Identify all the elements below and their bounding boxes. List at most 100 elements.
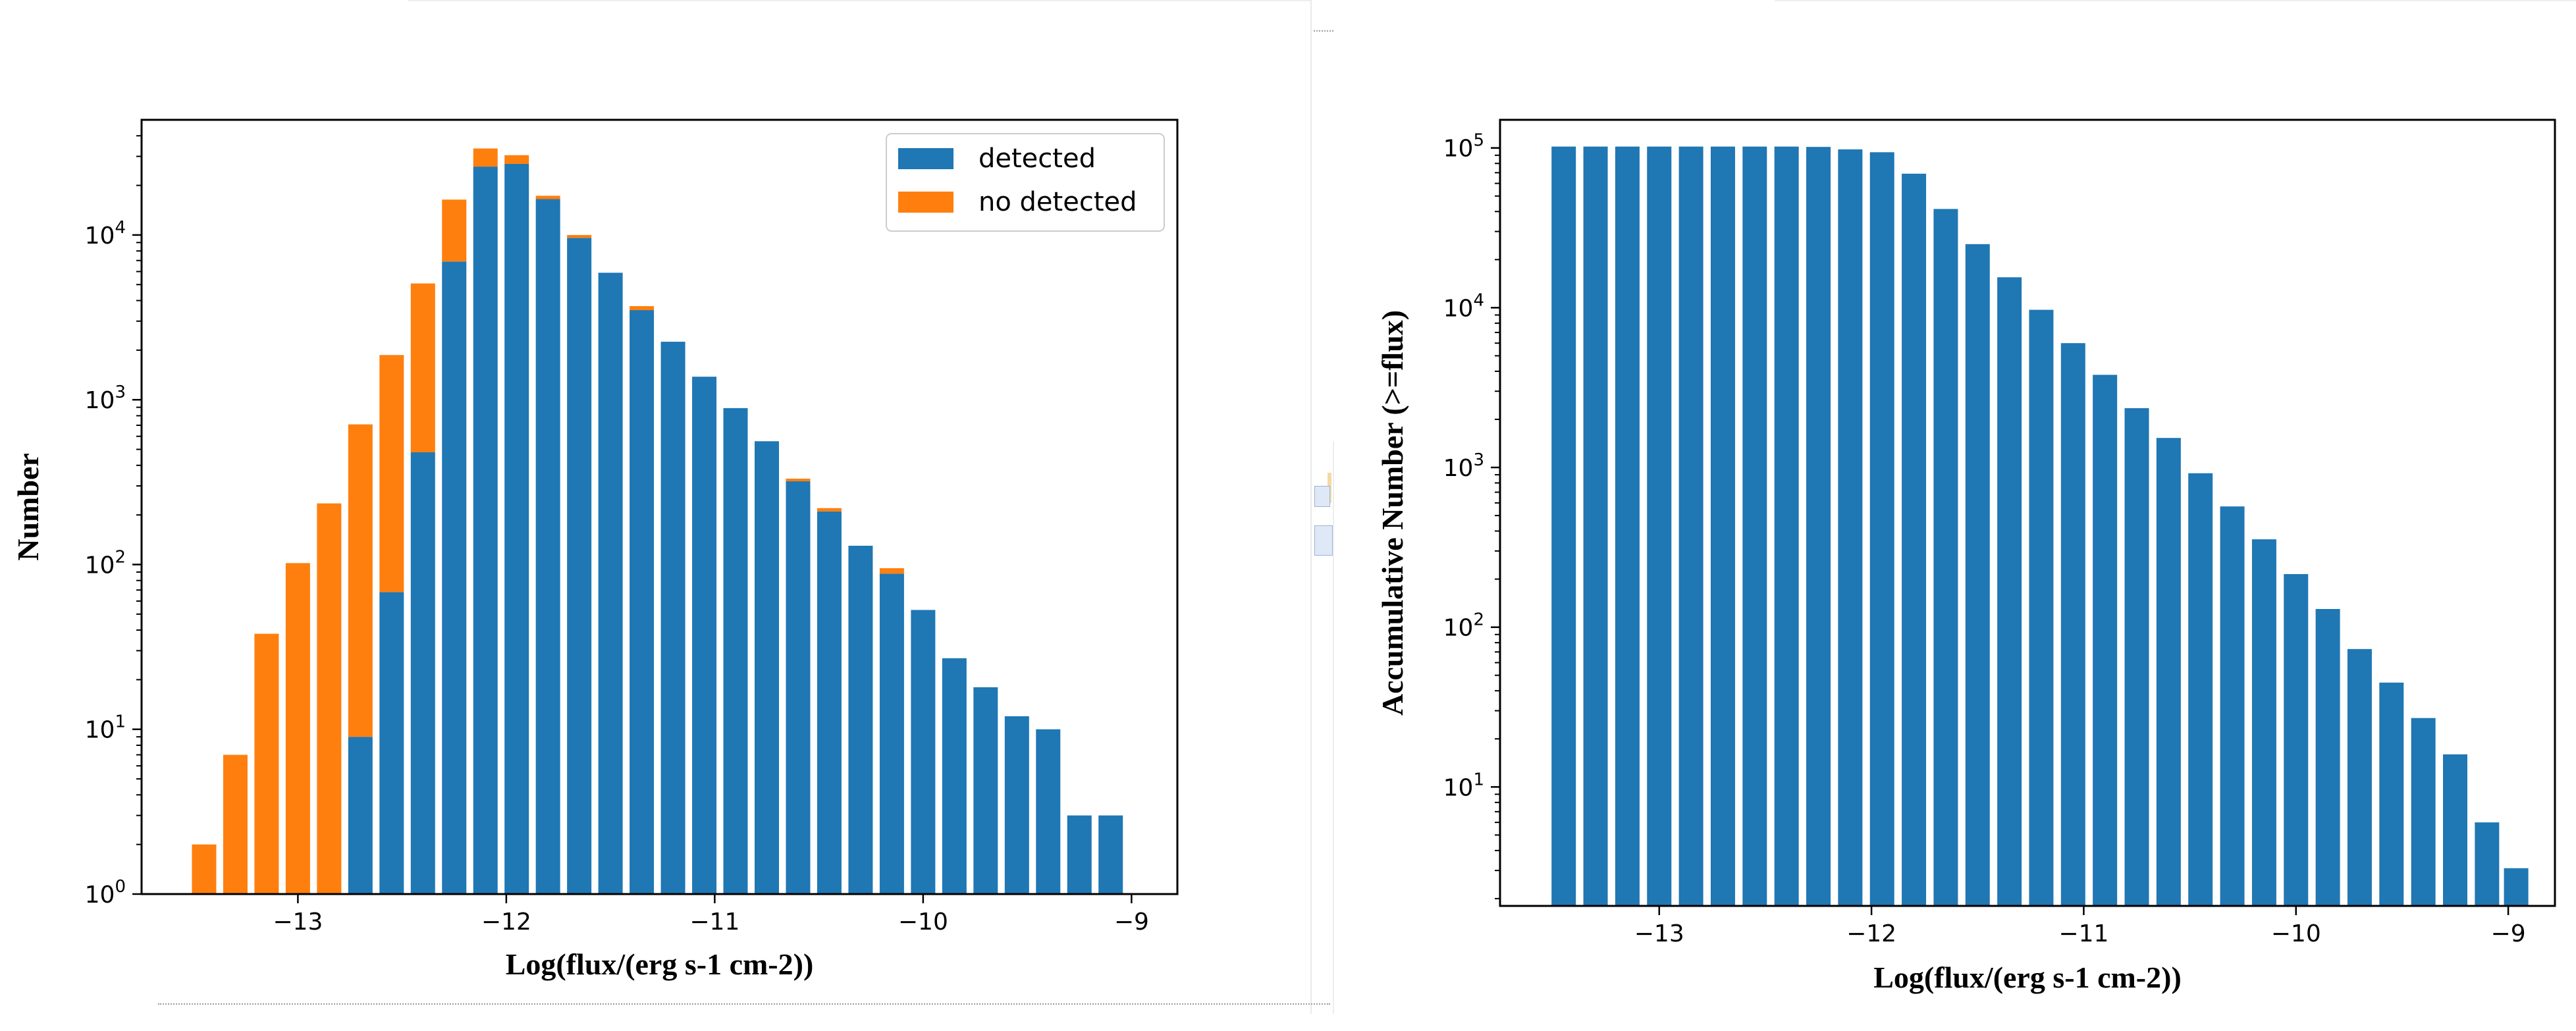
- window-edge-top-left: [408, 0, 1310, 1]
- chart-2-frame: [1499, 119, 2556, 907]
- bar-detected-28: [1067, 815, 1092, 894]
- x-tick-label: −9: [1114, 909, 1149, 936]
- y-tick-label: 102: [1443, 610, 1484, 642]
- bar-detected-12: [567, 238, 592, 894]
- bar-detected-23: [911, 610, 936, 894]
- bar-detected-9: [473, 167, 498, 895]
- bar-no-detected-2: [254, 633, 279, 894]
- toolbar-toggle-button[interactable]: [1314, 486, 1330, 507]
- bar-detected-6: [379, 592, 404, 894]
- chart-1-y-axis-label: Number: [11, 453, 45, 561]
- y-tick-label: 103: [85, 383, 126, 414]
- toolbar-side-button[interactable]: [1314, 525, 1333, 556]
- panel-divider-secondary: [1333, 441, 1334, 1014]
- bar-series-29: [2475, 822, 2500, 906]
- chart-1-frame: [140, 119, 1179, 895]
- bar-series-20: [2188, 473, 2213, 906]
- bar-detected-8: [442, 261, 467, 894]
- x-tick-label: −11: [689, 909, 739, 936]
- bar-cumulative-last: [2504, 868, 2529, 906]
- bar-series-15: [2029, 309, 2054, 907]
- x-tick-label: −10: [898, 909, 948, 936]
- bar-detected-19: [786, 481, 811, 894]
- x-tick-label: −13: [273, 909, 323, 936]
- bar-detected-27: [1036, 729, 1061, 894]
- bar-series-5: [1710, 146, 1735, 906]
- bar-no-detected-6: [379, 355, 404, 593]
- chart-2: −13 −12 −11 −10 −9 101 102 103 104 105 Log(flux/(e…: [1376, 119, 2556, 994]
- bar-series-19: [2156, 438, 2181, 906]
- bar-detected-22: [879, 573, 904, 894]
- y-tick-label: 104: [85, 218, 126, 250]
- bar-series-26: [2379, 682, 2404, 906]
- chart-2-x-ticks: −13 −12 −11 −10 −9: [1634, 906, 2526, 947]
- y-tick-label: 100: [85, 877, 126, 909]
- chart-1: −13 −12 −11 −10 −9 100 101 102 103 104 Log(flux/(e…: [11, 119, 1179, 981]
- y-tick-label: 102: [85, 547, 126, 579]
- bar-series-23: [2284, 573, 2309, 906]
- bar-detected-16: [692, 377, 717, 894]
- bar-detected-24: [942, 658, 967, 894]
- x-tick-label: −13: [1634, 920, 1684, 947]
- chart-2-bars: [1551, 146, 2529, 907]
- bar-detected-11: [535, 199, 560, 894]
- bar-series-14: [1997, 277, 2022, 906]
- bar-no-detected-3: [285, 563, 310, 894]
- legend-swatch: [898, 192, 953, 213]
- bar-detected-10: [504, 163, 529, 895]
- bar-series-11: [1902, 173, 1927, 907]
- bar-no-detected-5: [348, 424, 373, 737]
- chart-2-y-axis-label: Accumulative Number (>=flux): [1376, 310, 1409, 716]
- y-tick-label: 104: [1443, 290, 1484, 322]
- y-tick-label: 101: [85, 712, 126, 744]
- bar-series-0: [1551, 146, 1576, 906]
- bar-no-detected-20: [817, 508, 842, 512]
- bar-series-16: [2060, 343, 2085, 906]
- bar-no-detected-0: [192, 844, 217, 894]
- y-tick-label: 101: [1443, 770, 1484, 801]
- bar-detected-21: [848, 545, 873, 894]
- bar-series-2: [1615, 146, 1640, 906]
- legend-swatch: [898, 148, 953, 169]
- chart-1-x-ticks: −13 −12 −11 −10 −9: [273, 894, 1149, 936]
- bar-series-17: [2093, 375, 2118, 906]
- bar-series-10: [1869, 152, 1894, 906]
- bar-no-detected-12: [567, 234, 592, 238]
- bar-detected-15: [660, 342, 685, 894]
- legend-label: detected: [979, 144, 1096, 174]
- bar-detected-29: [1098, 815, 1123, 894]
- x-tick-label: −12: [1846, 920, 1896, 947]
- y-tick-label: 103: [1443, 450, 1484, 482]
- bar-no-detected-10: [504, 155, 529, 164]
- bar-series-7: [1774, 146, 1799, 906]
- dotted-guide-top: [1314, 30, 1333, 32]
- bar-detected-13: [598, 273, 623, 894]
- panel-divider: [1310, 0, 1312, 1014]
- bar-no-detected-9: [473, 148, 498, 167]
- bar-series-25: [2347, 648, 2372, 906]
- bar-no-detected-19: [786, 479, 811, 482]
- legend-box: [886, 133, 1165, 232]
- bar-series-6: [1742, 146, 1767, 906]
- bar-series-27: [2411, 718, 2436, 906]
- x-tick-label: −12: [481, 909, 531, 936]
- bar-series-22: [2251, 539, 2276, 906]
- x-tick-label: −10: [2271, 920, 2321, 947]
- bar-no-detected-11: [535, 196, 560, 199]
- y-tick-label: 105: [1443, 131, 1484, 163]
- chart-2-x-axis-label: Log(flux/(erg s-1 cm-2)): [1873, 961, 2182, 994]
- bar-detected-17: [723, 408, 748, 894]
- x-tick-label: −9: [2491, 920, 2526, 947]
- bar-series-8: [1806, 147, 1831, 906]
- bar-no-detected-22: [879, 568, 904, 574]
- bar-detected-5: [348, 737, 373, 894]
- bar-no-detected-4: [317, 503, 342, 894]
- bar-series-13: [1965, 244, 1990, 906]
- bar-detected-20: [817, 511, 842, 894]
- chart-1-legend: detected no detected: [886, 133, 1165, 232]
- bar-series-1: [1583, 146, 1608, 906]
- bar-detected-18: [755, 441, 779, 894]
- bar-series-28: [2443, 754, 2467, 906]
